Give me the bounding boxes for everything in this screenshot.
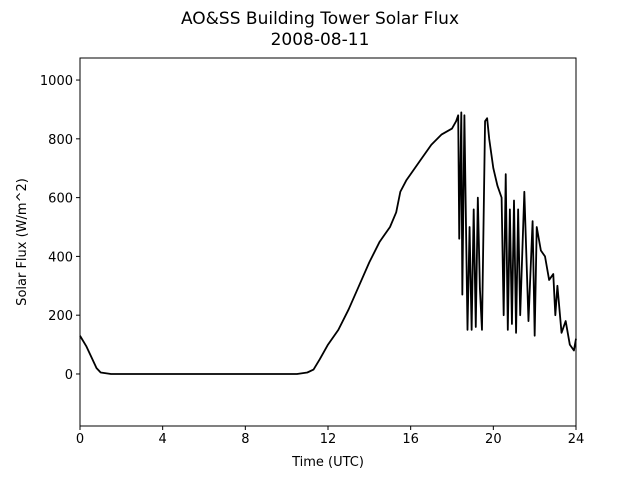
x-tick-label: 0: [76, 432, 84, 447]
data-line: [79, 111, 577, 375]
y-tick-label: 200: [48, 309, 73, 324]
y-tick-label: 0: [65, 368, 73, 383]
x-tick-label: 4: [159, 432, 167, 447]
y-tick-label: 400: [48, 250, 73, 265]
chart-subtitle: 2008-08-11: [271, 30, 370, 50]
y-tick-label: 600: [48, 192, 73, 207]
y-tick-label: 800: [48, 133, 73, 148]
x-tick-label: 20: [485, 432, 502, 447]
chart-title: AO&SS Building Tower Solar Flux: [181, 9, 459, 29]
x-tick-label: 12: [320, 432, 337, 447]
x-tick-label: 16: [402, 432, 419, 447]
y-axis-label: Solar Flux (W/m^2): [15, 178, 30, 306]
x-axis-label: Time (UTC): [291, 455, 364, 470]
plot-frame: [79, 57, 577, 427]
y-tick-label: 1000: [40, 74, 73, 89]
x-tick-label: 8: [241, 432, 249, 447]
x-tick-label: 24: [568, 432, 585, 447]
